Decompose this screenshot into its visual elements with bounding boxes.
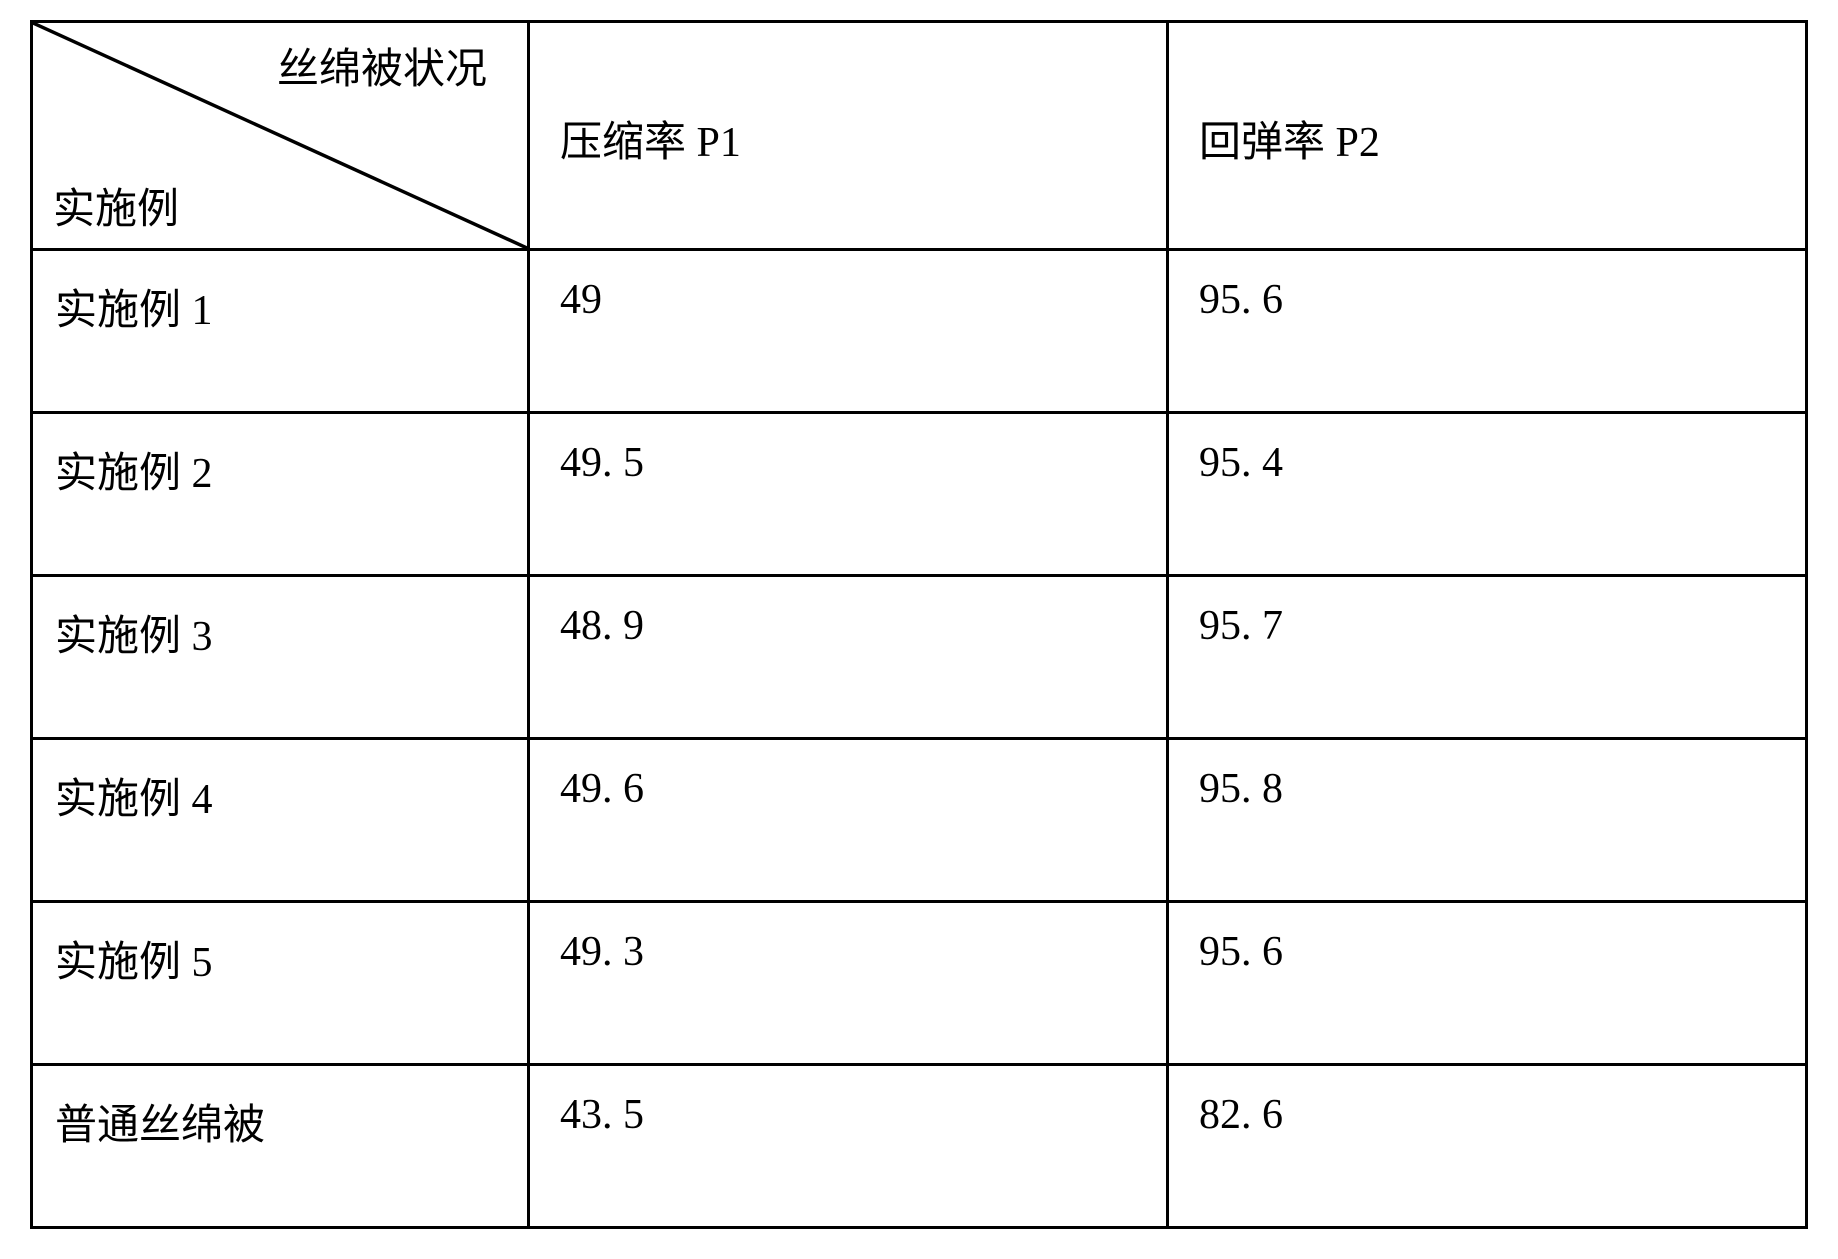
table-row: 实施例 4 49. 6 95. 8 — [32, 739, 1807, 902]
data-table: 丝绵被状况 实施例 压缩率 P1 回弹率 P2 实施例 1 49 95. 6 实… — [30, 20, 1808, 1229]
row-p2-value: 95. 8 — [1199, 765, 1283, 813]
row-p1-cell: 49 — [529, 250, 1168, 413]
diagonal-bottom-label: 实施例 — [53, 175, 179, 236]
row-p1-value: 43. 5 — [560, 1091, 644, 1139]
table-row: 实施例 5 49. 3 95. 6 — [32, 902, 1807, 1065]
row-p1-cell: 49. 5 — [529, 413, 1168, 576]
column-header-p1-label: 压缩率 P1 — [560, 108, 741, 169]
row-label-cell: 实施例 1 — [32, 250, 529, 413]
row-p2-value: 82. 6 — [1199, 1091, 1283, 1139]
row-label: 实施例 5 — [55, 928, 213, 989]
column-header-p2-label: 回弹率 P2 — [1199, 108, 1380, 169]
table-container: 丝绵被状况 实施例 压缩率 P1 回弹率 P2 实施例 1 49 95. 6 实… — [0, 0, 1838, 1259]
table-row: 实施例 3 48. 9 95. 7 — [32, 576, 1807, 739]
row-p2-cell: 82. 6 — [1168, 1065, 1807, 1228]
row-label-cell: 实施例 3 — [32, 576, 529, 739]
row-label-cell: 实施例 2 — [32, 413, 529, 576]
row-p2-cell: 95. 4 — [1168, 413, 1807, 576]
row-p1-cell: 49. 3 — [529, 902, 1168, 1065]
row-p2-value: 95. 6 — [1199, 928, 1283, 976]
row-label: 实施例 3 — [55, 602, 213, 663]
row-p2-cell: 95. 7 — [1168, 576, 1807, 739]
row-label: 实施例 2 — [55, 439, 213, 500]
table-row: 实施例 1 49 95. 6 — [32, 250, 1807, 413]
row-p1-cell: 49. 6 — [529, 739, 1168, 902]
row-p1-value: 49. 5 — [560, 439, 644, 487]
row-label: 普通丝绵被 — [55, 1091, 265, 1152]
row-p1-value: 48. 9 — [560, 602, 644, 650]
row-label-cell: 实施例 4 — [32, 739, 529, 902]
table-row: 实施例 2 49. 5 95. 4 — [32, 413, 1807, 576]
row-p2-cell: 95. 8 — [1168, 739, 1807, 902]
column-header-p2: 回弹率 P2 — [1168, 22, 1807, 250]
table-row: 普通丝绵被 43. 5 82. 6 — [32, 1065, 1807, 1228]
row-p1-value: 49 — [560, 276, 602, 324]
row-label-cell: 实施例 5 — [32, 902, 529, 1065]
row-label: 实施例 1 — [55, 276, 213, 337]
row-p1-cell: 48. 9 — [529, 576, 1168, 739]
row-p1-cell: 43. 5 — [529, 1065, 1168, 1228]
row-label-cell: 普通丝绵被 — [32, 1065, 529, 1228]
row-label: 实施例 4 — [55, 765, 213, 826]
row-p2-cell: 95. 6 — [1168, 250, 1807, 413]
table-header-row: 丝绵被状况 实施例 压缩率 P1 回弹率 P2 — [32, 22, 1807, 250]
diagonal-top-label: 丝绵被状况 — [277, 35, 487, 96]
diagonal-header-cell: 丝绵被状况 实施例 — [32, 22, 529, 250]
table-body: 实施例 1 49 95. 6 实施例 2 49. 5 95. 4 实施例 3 4… — [32, 250, 1807, 1228]
row-p2-value: 95. 4 — [1199, 439, 1283, 487]
row-p1-value: 49. 6 — [560, 765, 644, 813]
column-header-p1: 压缩率 P1 — [529, 22, 1168, 250]
row-p2-value: 95. 7 — [1199, 602, 1283, 650]
row-p1-value: 49. 3 — [560, 928, 644, 976]
row-p2-value: 95. 6 — [1199, 276, 1283, 324]
row-p2-cell: 95. 6 — [1168, 902, 1807, 1065]
